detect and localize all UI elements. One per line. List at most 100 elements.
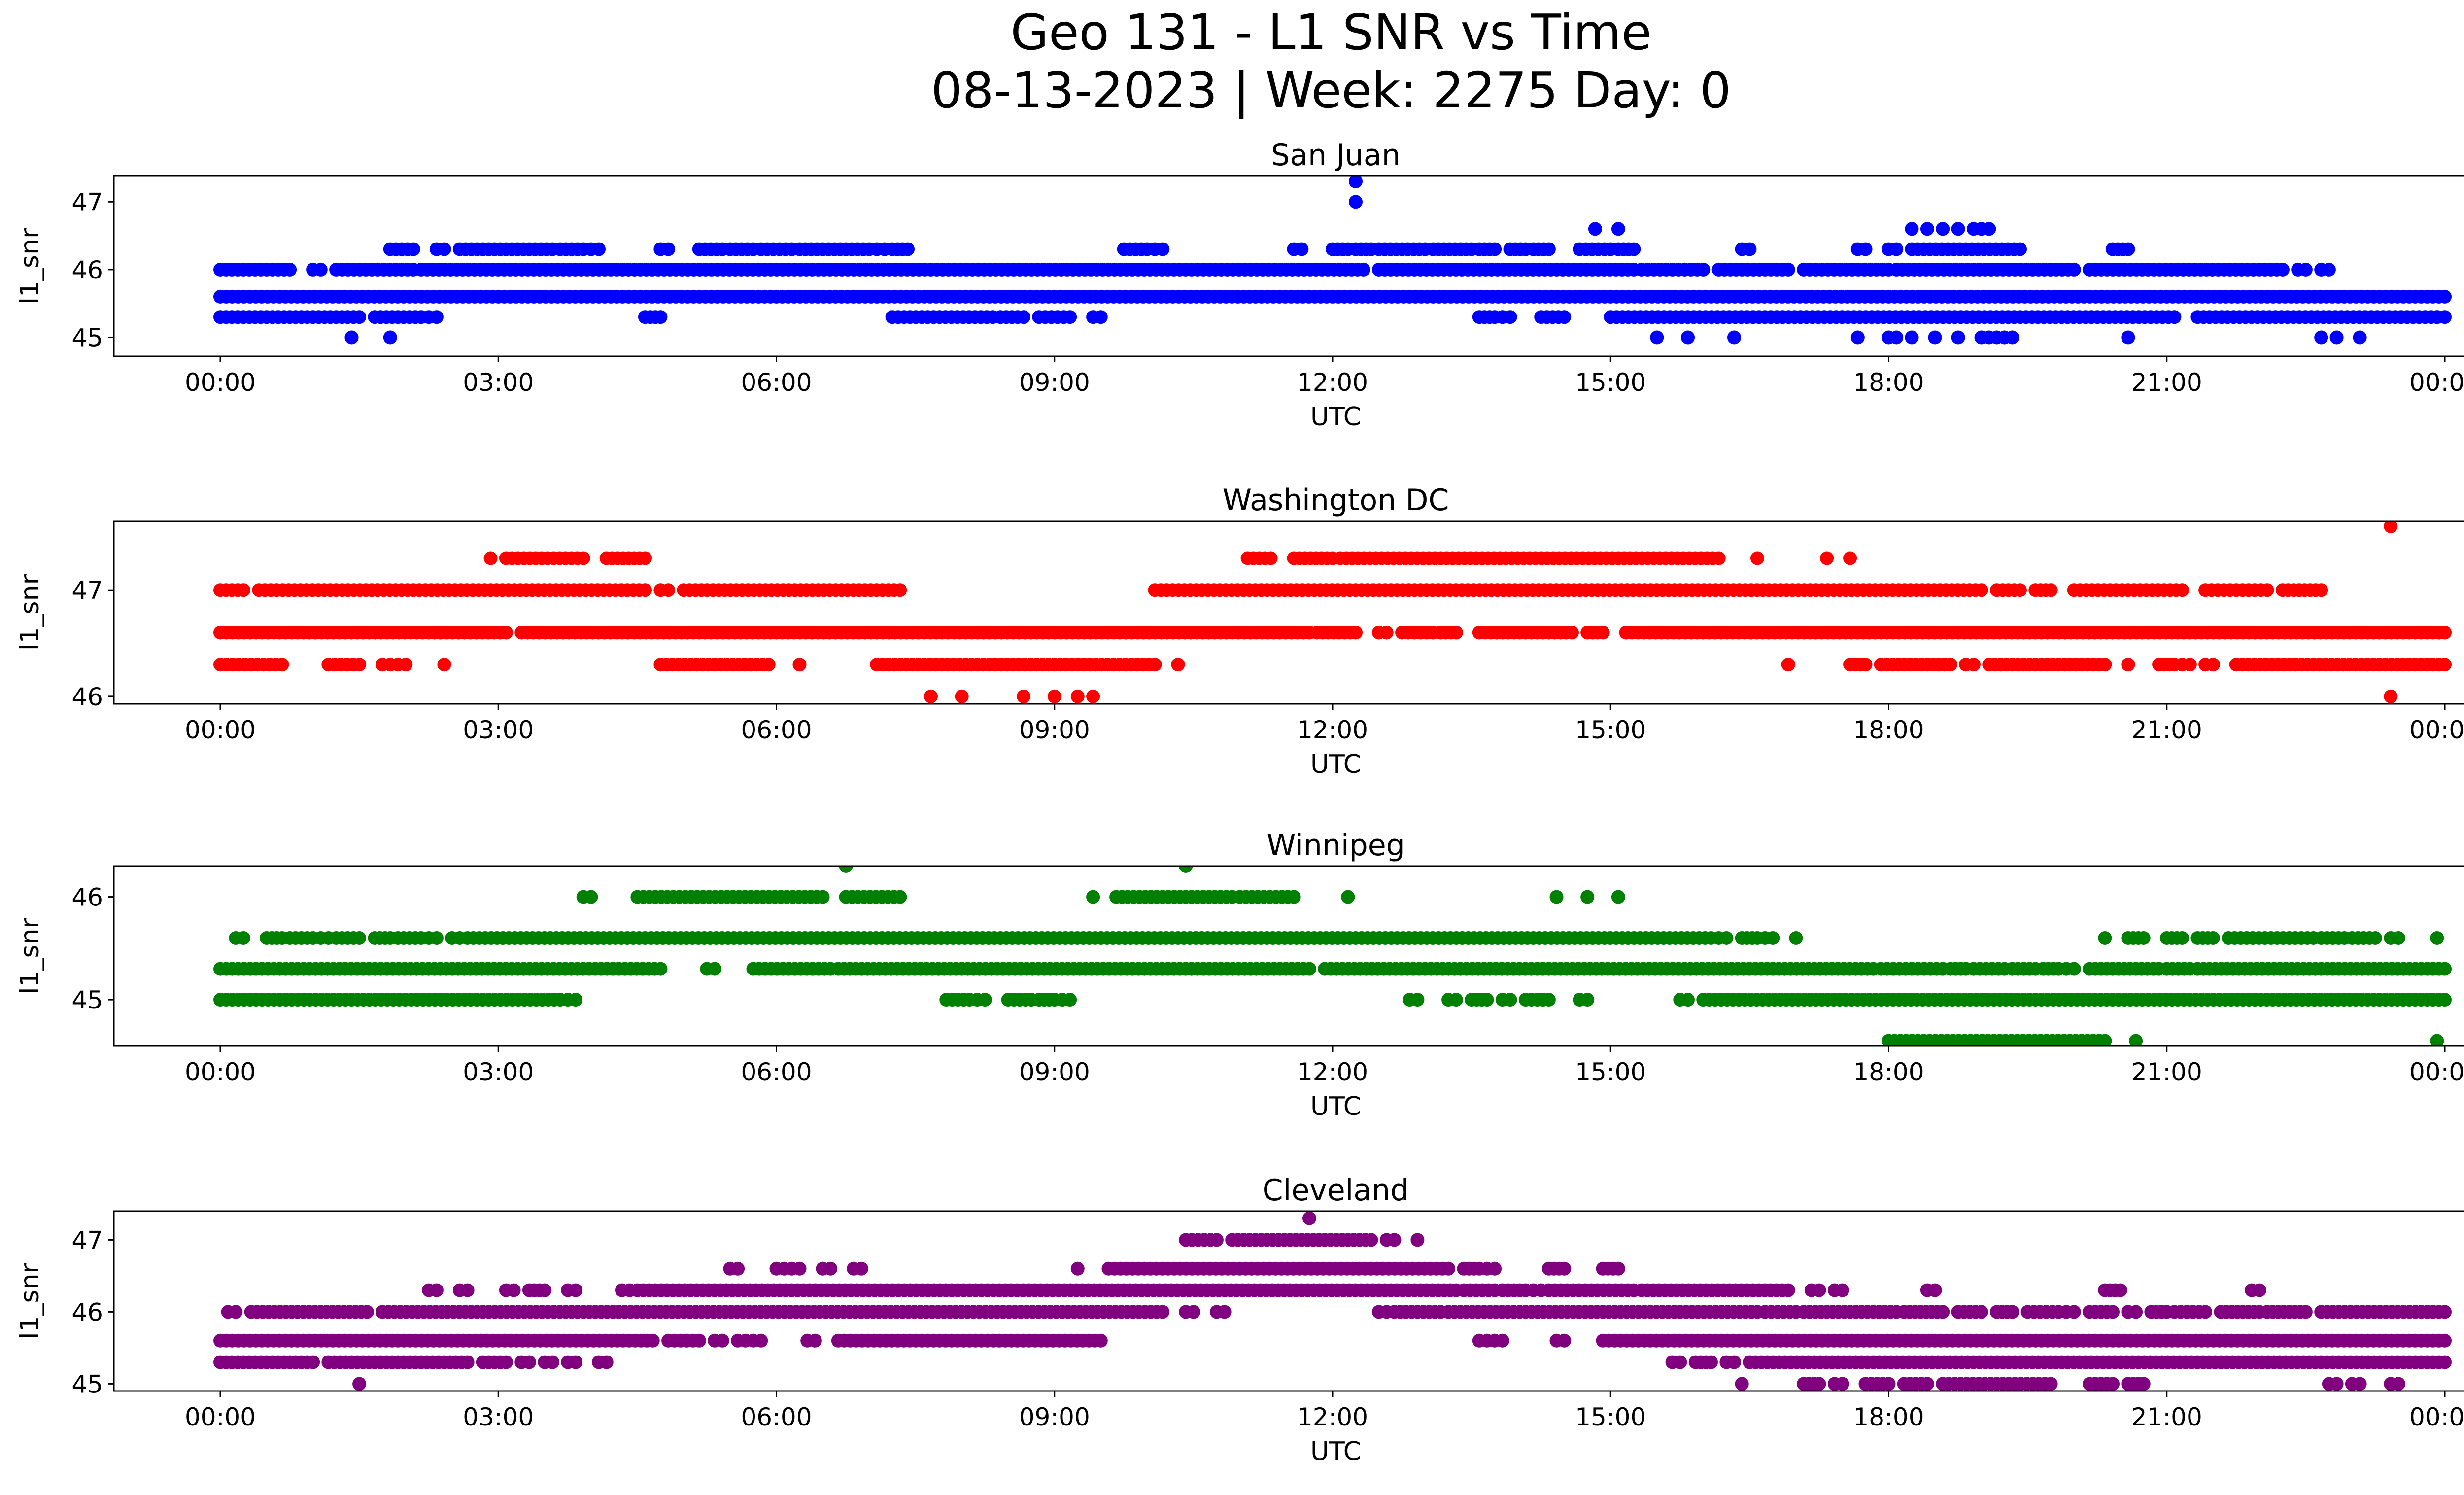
x-tick-label: 03:00 (463, 368, 534, 397)
data-point (1611, 1261, 1625, 1276)
data-point (1379, 626, 1394, 640)
data-point (429, 931, 444, 945)
data-point (1858, 658, 1873, 672)
x-tick-label: 21:00 (2131, 1058, 2202, 1086)
data-point (1766, 931, 1780, 945)
y-axis-label: l1_snr (15, 917, 45, 994)
data-point (2136, 1377, 2151, 1391)
y-tick-label: 47 (71, 576, 103, 605)
data-point (1186, 1305, 1200, 1319)
data-point (1928, 1283, 1942, 1297)
y-tick-label: 47 (71, 188, 103, 216)
data-point (1541, 993, 1556, 1007)
x-tick-label: 18:00 (1853, 368, 1924, 397)
data-point (1750, 551, 1764, 565)
x-tick-label: 15:00 (1575, 1058, 1646, 1086)
data-point (1503, 310, 1517, 324)
data-point (1936, 222, 1950, 236)
data-point (2121, 330, 2135, 345)
data-point (569, 993, 582, 1007)
data-point (229, 1305, 243, 1319)
data-point (2121, 242, 2135, 256)
y-tick-label: 47 (71, 1226, 103, 1254)
data-point (816, 890, 830, 904)
data-point (731, 1261, 745, 1276)
subplot-cleveland: Cleveland 00:00 03:00 06:00 09:00 12:00 15:00 1… (15, 1173, 2464, 1466)
data-point (2384, 521, 2398, 533)
data-point (584, 890, 598, 904)
data-point (1789, 931, 1803, 945)
data-point (283, 262, 297, 277)
data-point (1449, 626, 1463, 640)
data-point (2438, 962, 2452, 976)
data-point (1495, 1333, 1509, 1348)
data-point (437, 658, 451, 672)
y-tick-label: 46 (71, 683, 103, 711)
subplot-title: Winnipeg (1266, 828, 1405, 863)
y-tick-label: 46 (71, 1298, 103, 1326)
data-point (1905, 222, 1919, 236)
data-point (2183, 658, 2197, 672)
data-point (1349, 626, 1363, 640)
x-axis-label: UTC (1310, 1437, 1361, 1466)
data-point (2430, 931, 2444, 945)
data-point (1017, 689, 1031, 703)
data-point (1858, 242, 1873, 256)
x-tick-label: 00:00 (2409, 1403, 2464, 1431)
data-point (2438, 1355, 2452, 1369)
data-point (1156, 1305, 1170, 1319)
axes-frame (113, 520, 2464, 705)
x-tick-label: 09:00 (1019, 716, 1090, 744)
series-points (213, 521, 2452, 703)
data-point (893, 890, 907, 904)
data-point (2314, 330, 2328, 345)
data-point (2252, 1283, 2266, 1297)
data-point (1588, 222, 1602, 236)
data-point (978, 993, 992, 1007)
data-point (638, 583, 652, 597)
data-point (2392, 931, 2405, 945)
data-point (2353, 330, 2367, 345)
data-point (1287, 890, 1301, 904)
y-axis-label: l1_snr (15, 228, 45, 305)
data-point (237, 931, 250, 945)
data-point (1148, 658, 1162, 672)
data-point (1850, 330, 1865, 345)
subplot-winnipeg: Winnipeg 00:00 03:00 06:00 09:00 12:00 15:00 18… (15, 828, 2464, 1121)
data-point (2067, 262, 2081, 277)
x-tick-label: 00:00 (185, 368, 256, 397)
data-point (2353, 1377, 2367, 1391)
data-point (1627, 242, 1641, 256)
data-point (708, 962, 722, 976)
data-point (1086, 689, 1100, 703)
data-point (1580, 993, 1595, 1007)
data-point (406, 242, 420, 256)
data-point (1905, 330, 1919, 345)
data-point (1156, 242, 1170, 256)
data-point (1781, 1283, 1795, 1297)
data-point (592, 242, 606, 256)
data-point (569, 1355, 582, 1369)
figure-title-line-2: 08-13-2023 | Week: 2275 Day: 0 (931, 62, 1731, 119)
data-point (460, 1355, 475, 1369)
data-point (2013, 583, 2027, 597)
axes-frame (113, 175, 2464, 357)
data-point (1696, 262, 1711, 277)
x-tick-label: 09:00 (1019, 1403, 1090, 1431)
data-point (1835, 1377, 1849, 1391)
data-point (1920, 222, 1934, 236)
y-tick-label: 46 (71, 883, 103, 912)
data-point (2098, 1034, 2112, 1046)
data-point (1549, 890, 1564, 904)
data-point (1727, 1355, 1741, 1369)
data-point (383, 330, 397, 345)
data-point (1936, 1305, 1950, 1319)
data-point (2106, 1377, 2120, 1391)
data-point (1565, 626, 1579, 640)
data-point (1063, 310, 1077, 324)
data-point (1449, 993, 1463, 1007)
data-point (352, 658, 367, 672)
data-point (653, 310, 668, 324)
data-point (1719, 931, 1734, 945)
data-point (1951, 222, 1965, 236)
